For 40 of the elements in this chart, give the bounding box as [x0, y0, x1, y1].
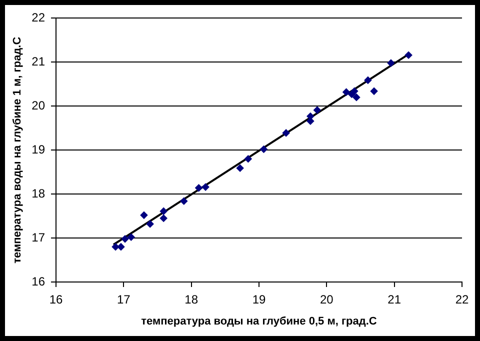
y-tick-label: 19 [32, 142, 46, 156]
y-tick-label: 17 [32, 230, 46, 244]
point [127, 233, 135, 241]
point [370, 87, 378, 95]
point [306, 112, 314, 120]
point [350, 87, 358, 95]
x-tick-label: 19 [252, 292, 266, 307]
point [260, 146, 268, 153]
point [202, 183, 210, 191]
point [160, 214, 168, 222]
x-tick-label: 22 [455, 292, 469, 307]
point [404, 51, 412, 59]
x-tick-label: 17 [116, 292, 131, 307]
point [121, 235, 129, 243]
x-tick-label: 18 [184, 292, 198, 307]
point [140, 211, 148, 219]
y-tick-label: 22 [32, 10, 46, 25]
point [364, 76, 372, 84]
point [180, 197, 188, 205]
x-axis-title: температура воды на глубине 0,5 м, град.С [141, 315, 377, 328]
point [282, 129, 290, 137]
point [244, 155, 252, 163]
point [112, 243, 120, 251]
point [160, 208, 168, 215]
point [195, 184, 202, 192]
y-tick-label: 20 [32, 98, 46, 112]
point [387, 59, 395, 67]
x-tick-label: 16 [49, 292, 63, 307]
y-axis-title: температура воды на глубине 1 м, град.С [12, 36, 24, 264]
point [236, 164, 244, 172]
x-tick-label: 21 [388, 292, 402, 307]
y-tick-label: 21 [32, 54, 46, 68]
point [146, 220, 154, 228]
y-tick-label: 16 [32, 274, 46, 288]
point [117, 243, 125, 251]
point [313, 106, 321, 114]
point [342, 88, 350, 96]
x-tick-label: 20 [320, 292, 334, 307]
y-tick-label: 18 [32, 186, 46, 200]
point [352, 94, 360, 102]
